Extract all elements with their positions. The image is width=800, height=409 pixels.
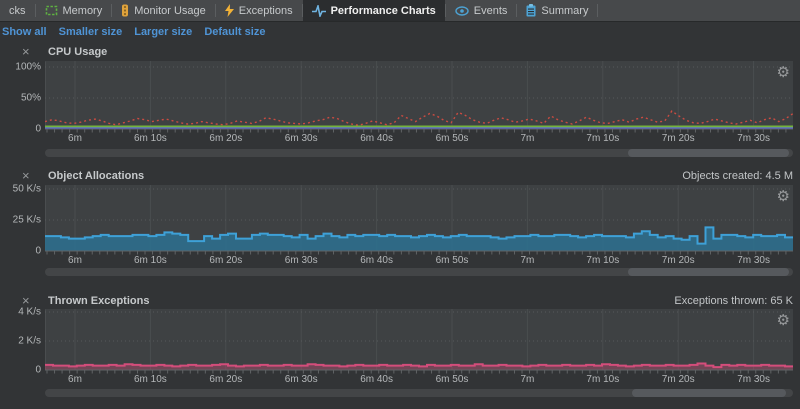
object-allocations-header: × Object Allocations Objects created: 4.5 … — [0, 169, 800, 184]
object-allocations-scrollbar[interactable] — [45, 268, 793, 276]
tab-label: Exceptions — [238, 4, 293, 17]
y-tick-label: 50% — [20, 92, 41, 104]
y-tick-label: 0 — [35, 245, 41, 257]
x-tick-label: 6m 50s — [435, 255, 469, 266]
x-tick-label: 7m 20s — [661, 255, 695, 266]
tab-label: Summary — [541, 4, 589, 17]
x-tick-label: 6m 20s — [209, 255, 243, 266]
gear-icon[interactable]: ⚙ — [776, 188, 790, 205]
cpu-usage-header: × CPU Usage — [0, 45, 800, 60]
link-show-all[interactable]: Show all — [2, 26, 47, 38]
x-tick-label: 6m — [68, 133, 82, 144]
object-allocations-chart[interactable] — [45, 185, 793, 256]
tab-divider — [34, 4, 36, 17]
lightning-icon — [224, 4, 234, 17]
pulse-icon — [311, 4, 326, 17]
x-tick-label: 6m 10s — [133, 374, 167, 385]
close-icon[interactable]: × — [22, 293, 30, 308]
tab-exceptions[interactable]: Exceptions — [216, 0, 302, 21]
x-tick-label: 6m 20s — [209, 133, 243, 144]
panel-title: Thrown Exceptions — [48, 295, 150, 307]
tab-cks[interactable]: cks — [0, 0, 35, 21]
cpu-usage-chart[interactable] — [45, 61, 793, 134]
close-icon[interactable]: × — [22, 44, 30, 59]
thrown-exceptions-header: × Thrown Exceptions Exceptions thrown: 65 … — [0, 294, 800, 309]
x-tick-label: 7m 30s — [737, 374, 770, 385]
x-tick-label: 7m 10s — [586, 255, 620, 266]
x-tick-label: 7m 20s — [661, 133, 695, 144]
x-tick-label: 6m 40s — [360, 255, 393, 266]
x-tick-label: 6m — [68, 374, 82, 385]
scrollbar-thumb[interactable] — [632, 389, 786, 397]
x-tick-label: 6m 10s — [133, 133, 167, 144]
tab-label: Memory — [62, 4, 103, 17]
link-larger-size[interactable]: Larger size — [134, 26, 193, 38]
scrollbar-thumb[interactable] — [628, 149, 790, 157]
thrown-exceptions-scrollbar[interactable] — [45, 389, 793, 397]
scrollbar-thumb[interactable] — [628, 268, 790, 276]
x-tick-label: 6m 50s — [435, 374, 469, 385]
gear-icon[interactable]: ⚙ — [776, 64, 790, 81]
x-tick-label: 7m 30s — [737, 133, 770, 144]
x-tick-label: 6m 10s — [133, 255, 167, 266]
y-tick-label: 2 K/s — [18, 335, 41, 347]
x-tick-label: 6m 40s — [360, 133, 393, 144]
tab-bar: cks Memory Monitor Usage Exceptions Performa… — [0, 0, 800, 22]
link-default-size[interactable]: Default size — [204, 26, 266, 38]
x-tick-label: 7m 30s — [737, 255, 770, 266]
tab-divider — [111, 4, 113, 17]
tab-monitor-usage[interactable]: Monitor Usage — [112, 0, 215, 21]
panel-title: Object Allocations — [48, 170, 145, 182]
cpu-usage-scrollbar[interactable] — [45, 149, 793, 157]
tab-divider — [597, 4, 599, 17]
tab-label: cks — [9, 4, 26, 17]
x-tick-label: 7m 10s — [586, 133, 620, 144]
x-tick-label: 6m 30s — [284, 374, 318, 385]
y-tick-label: 0 — [35, 123, 41, 135]
x-tick-label: 6m 30s — [284, 255, 318, 266]
x-tick-label: 6m 50s — [435, 133, 469, 144]
clipboard-icon — [526, 4, 536, 17]
y-tick-label: 25 K/s — [12, 214, 41, 226]
tab-divider — [444, 4, 446, 17]
x-tick-label: 6m 40s — [360, 374, 393, 385]
thrown-exceptions-chart[interactable] — [45, 309, 793, 375]
panel-stat: Objects created: 4.5 M — [682, 170, 793, 182]
y-tick-label: 0 — [35, 364, 41, 376]
x-tick-label: 7m — [520, 374, 535, 385]
tab-label: Performance Charts — [330, 4, 436, 17]
traffic-light-icon — [121, 4, 129, 17]
panel-stat: Exceptions thrown: 65 K — [674, 295, 793, 307]
tab-events[interactable]: Events — [446, 0, 517, 21]
x-tick-label: 6m 30s — [284, 133, 318, 144]
x-tick-label: 7m 20s — [661, 374, 695, 385]
y-tick-label: 4 K/s — [18, 306, 41, 318]
close-icon[interactable]: × — [22, 168, 30, 183]
x-tick-label: 6m 20s — [209, 374, 243, 385]
tab-memory[interactable]: Memory — [36, 0, 112, 21]
tab-divider — [214, 4, 216, 17]
tab-divider — [301, 4, 303, 17]
gear-icon[interactable]: ⚙ — [776, 312, 790, 329]
eye-icon — [455, 5, 469, 16]
y-tick-label: 100% — [15, 61, 41, 73]
x-tick-label: 6m — [68, 255, 82, 266]
tab-summary[interactable]: Summary — [517, 0, 597, 21]
tab-divider — [516, 4, 518, 17]
tab-performance-charts[interactable]: Performance Charts — [302, 0, 445, 21]
x-tick-label: 7m — [520, 133, 535, 144]
memory-chip-icon — [45, 5, 58, 16]
link-smaller-size[interactable]: Smaller size — [58, 26, 123, 38]
x-tick-label: 7m 10s — [586, 374, 620, 385]
tab-label: Events — [473, 4, 508, 17]
panel-title: CPU Usage — [48, 46, 108, 58]
chart-size-toolbar: Show all Smaller size Larger size Default s… — [0, 22, 800, 42]
x-tick-label: 7m — [520, 255, 535, 266]
tab-label: Monitor Usage — [134, 4, 206, 17]
y-tick-label: 50 K/s — [12, 183, 41, 195]
